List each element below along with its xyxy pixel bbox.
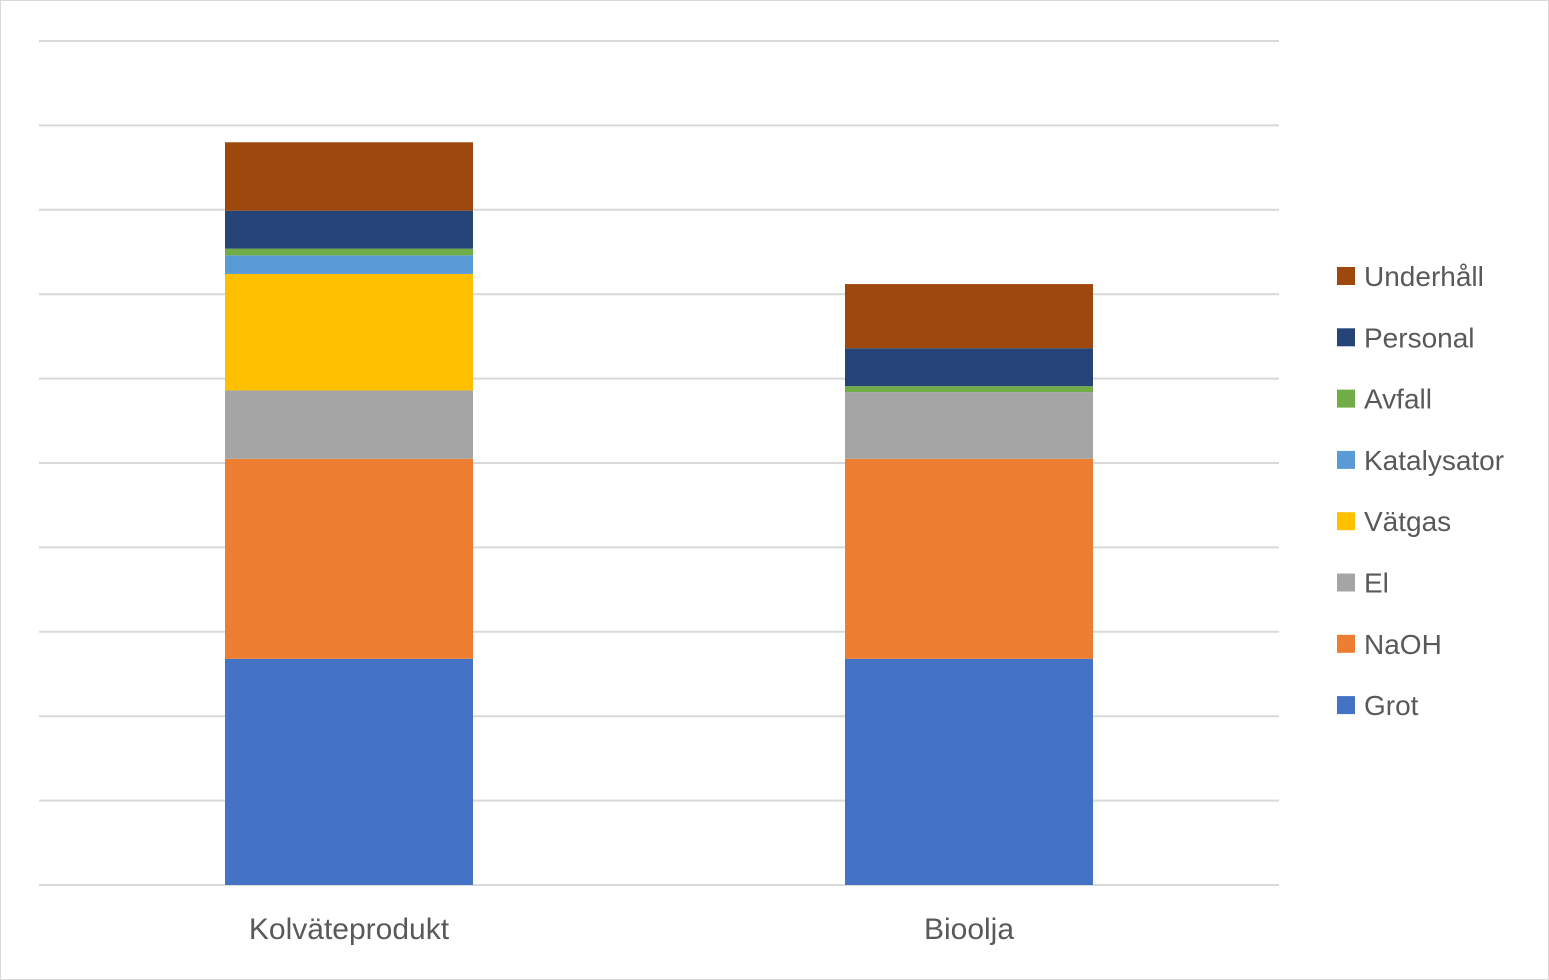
legend-label: Personal bbox=[1364, 322, 1475, 353]
bar-segment-v-tgas bbox=[225, 273, 473, 391]
legend-label: Underhåll bbox=[1364, 261, 1484, 292]
legend-swatch bbox=[1337, 389, 1355, 408]
bar-segment-el bbox=[225, 390, 473, 459]
bar-segment-avfall bbox=[845, 386, 1093, 393]
bar-segment-avfall bbox=[225, 248, 473, 256]
bar-segment-naoh bbox=[845, 458, 1093, 659]
bar-segment-naoh bbox=[225, 458, 473, 659]
legend: Underhåll Personal Avfall Katalysator Vätgas… bbox=[1337, 261, 1504, 721]
category-label: Bioolja bbox=[924, 913, 1014, 946]
category-label: Kolväteprodukt bbox=[249, 913, 450, 946]
category-labels: Kolväteprodukt Bioolja bbox=[249, 913, 1014, 946]
legend-label: NaOH bbox=[1364, 629, 1442, 660]
legend-label: Vätgas bbox=[1364, 506, 1451, 537]
legend-label: El bbox=[1364, 568, 1389, 599]
legend-label: Grot bbox=[1364, 690, 1419, 721]
legend-swatch bbox=[1337, 634, 1355, 653]
legend-swatch bbox=[1337, 450, 1355, 469]
legend-label: Katalysator bbox=[1364, 445, 1504, 476]
bar-segment-personal bbox=[845, 348, 1093, 387]
bar-segment-grot bbox=[225, 658, 473, 885]
bar-segment-personal bbox=[225, 210, 473, 249]
bar-segment-el bbox=[845, 392, 1093, 459]
legend-swatch bbox=[1337, 512, 1355, 531]
bar-segment-underh-ll bbox=[225, 142, 473, 211]
bar-segment-katalysator bbox=[225, 255, 473, 274]
legend-swatch bbox=[1337, 696, 1355, 715]
legend-label: Avfall bbox=[1364, 384, 1432, 415]
legend-swatch bbox=[1337, 267, 1355, 285]
bars bbox=[225, 142, 1093, 885]
bar-segment-grot bbox=[845, 658, 1093, 885]
legend-swatch bbox=[1337, 573, 1355, 592]
legend-swatch bbox=[1337, 328, 1355, 347]
bar-segment-underh-ll bbox=[845, 284, 1093, 349]
